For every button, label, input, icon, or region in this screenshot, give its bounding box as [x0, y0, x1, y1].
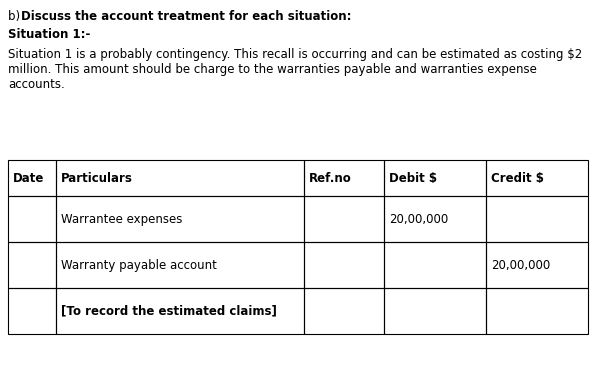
Bar	[384, 288, 486, 334]
Bar	[304, 160, 384, 196]
Text: b): b)	[8, 10, 24, 23]
Bar	[8, 196, 56, 242]
Bar	[304, 196, 384, 242]
Bar	[304, 288, 384, 334]
Bar	[384, 196, 486, 242]
Text: Situation 1:-: Situation 1:-	[8, 28, 90, 41]
Text: Warrantee expenses: Warrantee expenses	[61, 212, 183, 226]
Bar	[384, 160, 486, 196]
Bar	[8, 288, 56, 334]
Text: Discuss the account treatment for each situation:: Discuss the account treatment for each s…	[21, 10, 351, 23]
Bar	[384, 242, 486, 288]
Bar	[486, 160, 588, 196]
Bar	[56, 196, 304, 242]
Text: 20,00,000: 20,00,000	[491, 258, 550, 272]
Bar	[56, 288, 304, 334]
Text: Particulars: Particulars	[61, 172, 133, 184]
Bar	[486, 242, 588, 288]
Text: Debit $: Debit $	[389, 172, 437, 184]
Bar	[56, 160, 304, 196]
Text: 20,00,000: 20,00,000	[389, 212, 448, 226]
Text: Warranty payable account: Warranty payable account	[61, 258, 217, 272]
Bar	[8, 242, 56, 288]
Text: Credit $: Credit $	[491, 172, 544, 184]
Bar	[304, 242, 384, 288]
Text: Ref.no: Ref.no	[309, 172, 352, 184]
Text: million. This amount should be charge to the warranties payable and warranties e: million. This amount should be charge to…	[8, 63, 537, 76]
Text: Situation 1 is a probably contingency. This recall is occurring and can be estim: Situation 1 is a probably contingency. T…	[8, 48, 582, 61]
Text: [To record the estimated claims]: [To record the estimated claims]	[61, 304, 277, 318]
Bar	[56, 242, 304, 288]
Text: Date: Date	[13, 172, 44, 184]
Bar	[486, 288, 588, 334]
Bar	[8, 160, 56, 196]
Bar	[486, 196, 588, 242]
Text: accounts.: accounts.	[8, 78, 65, 91]
